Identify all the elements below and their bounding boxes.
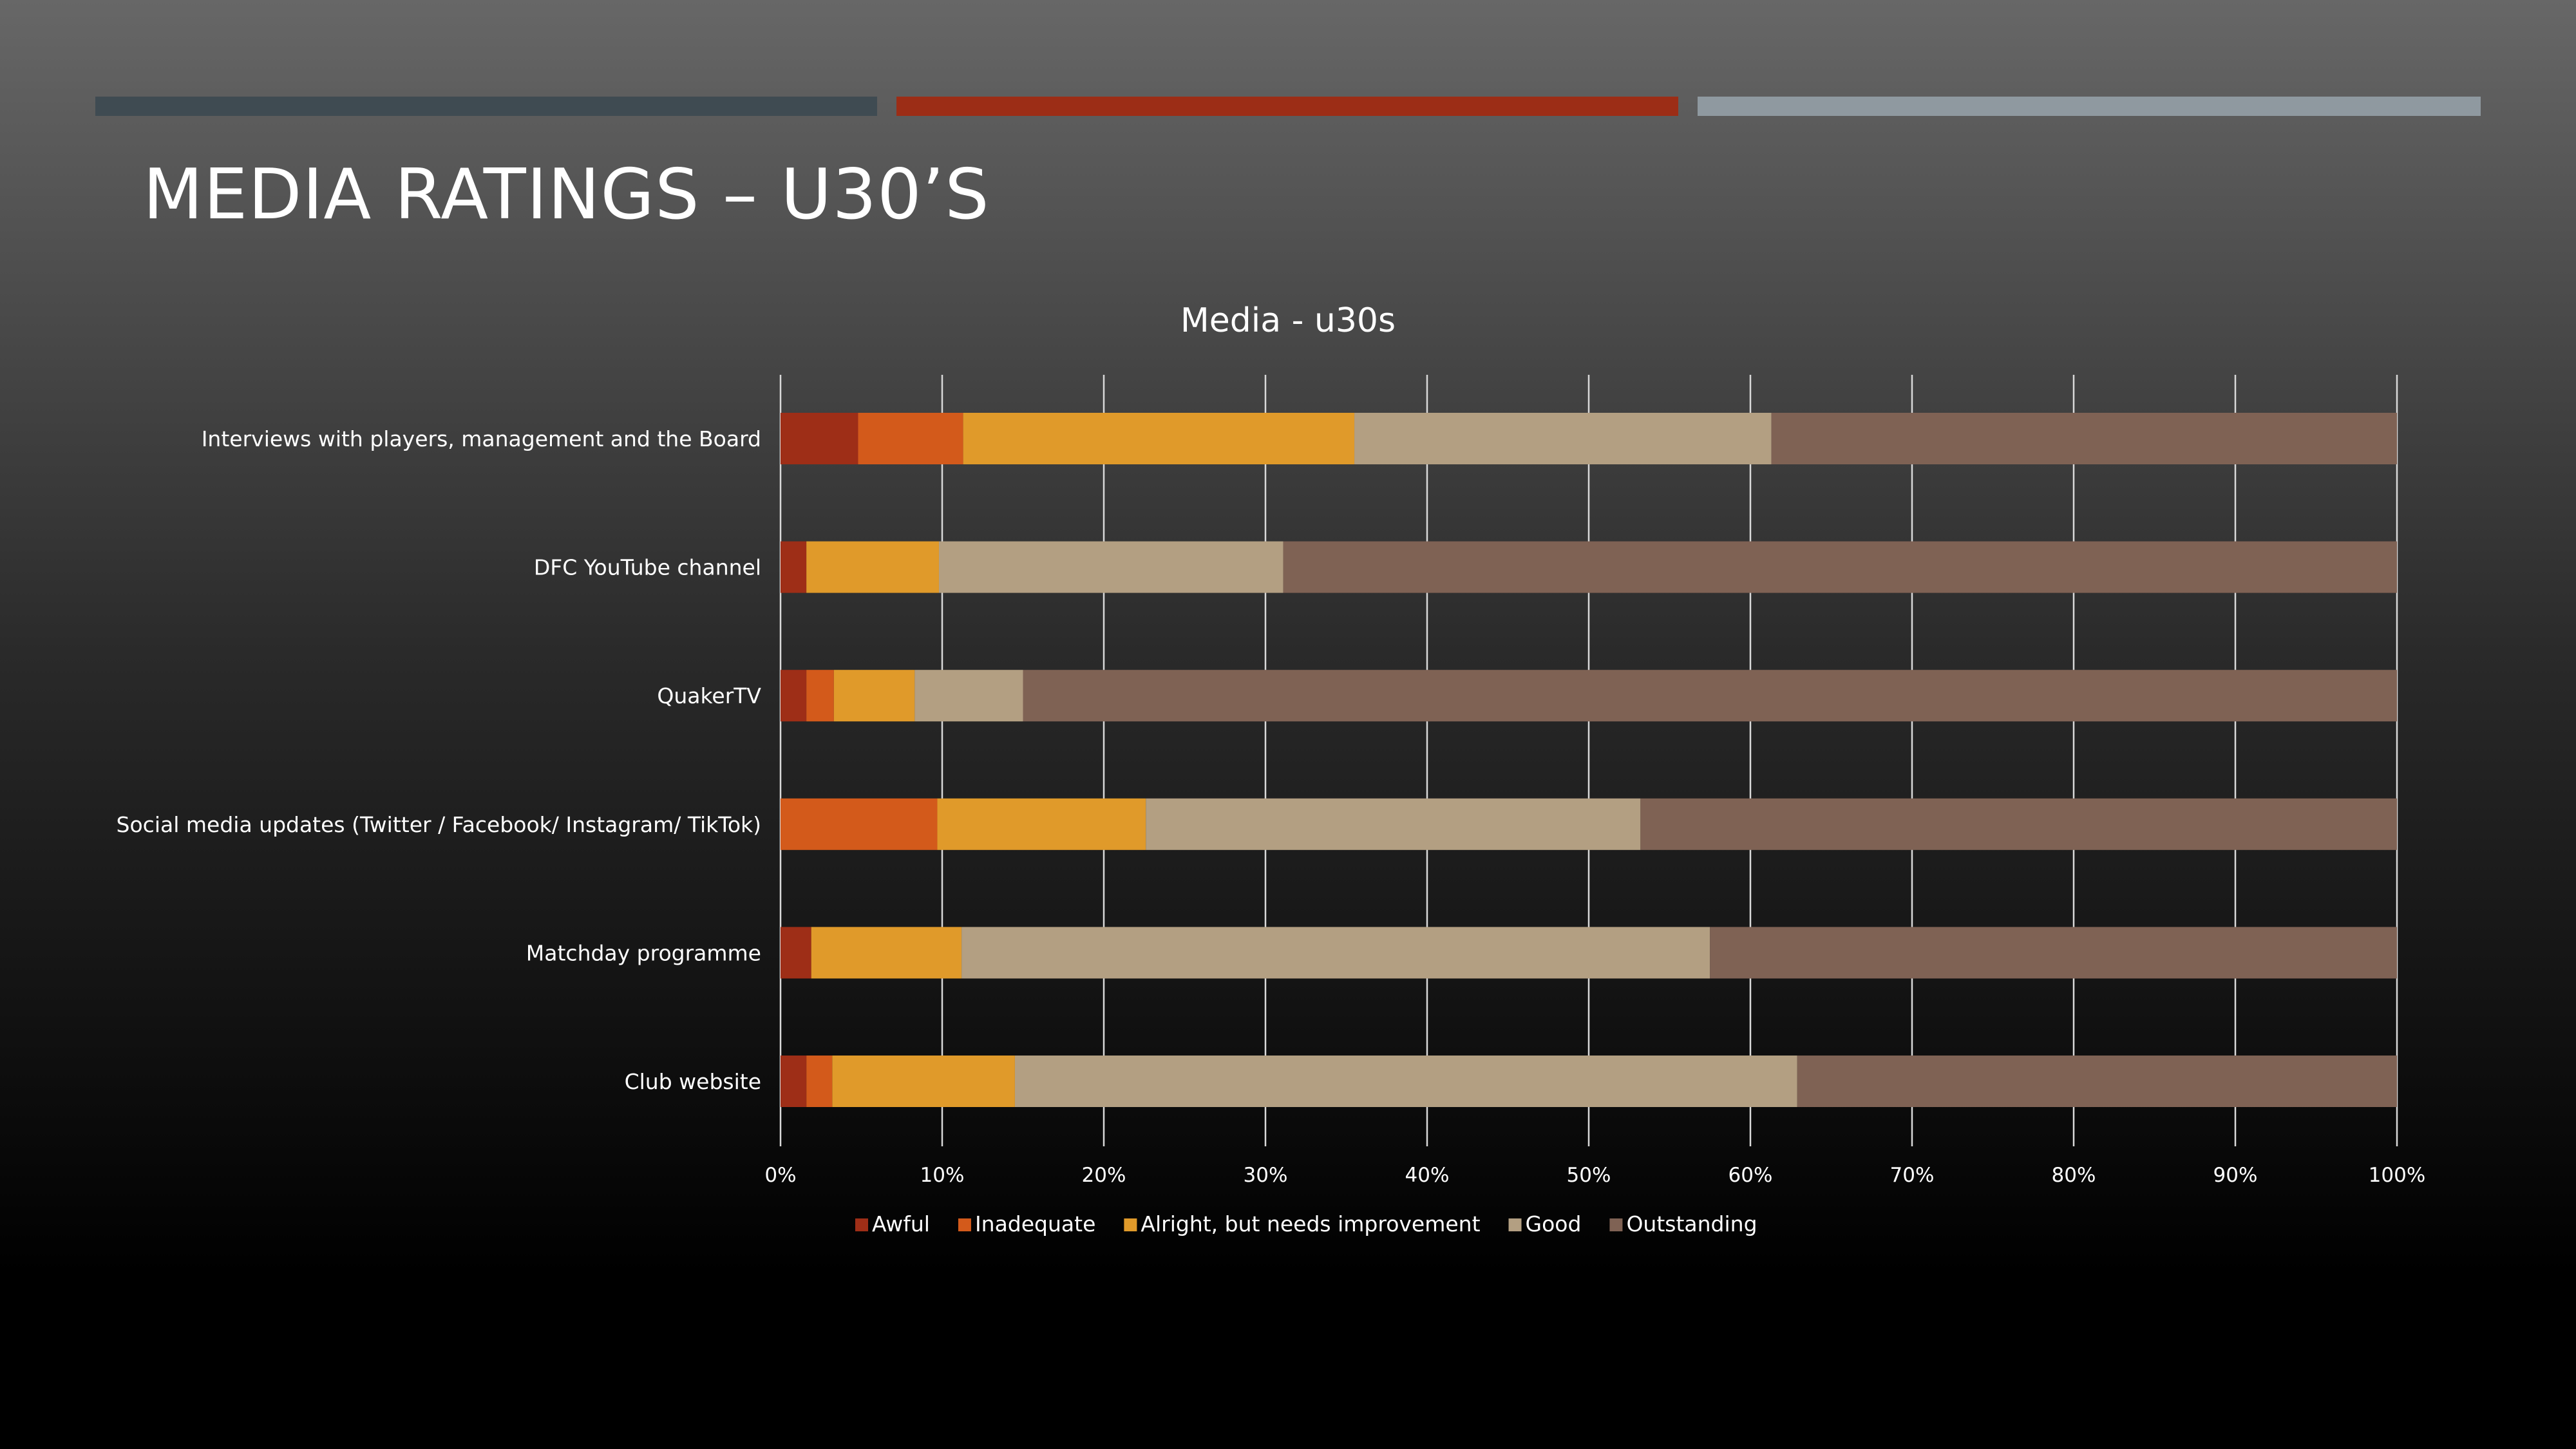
bar-segment-good	[1146, 798, 1641, 850]
bar-segment-awful	[781, 670, 807, 722]
legend-label: Alright, but needs improvement	[1141, 1211, 1480, 1236]
bar-segment-good	[1354, 413, 1772, 464]
legend-swatch	[855, 1218, 868, 1231]
bar-segment-alright-but-needs-improvement	[832, 1056, 1015, 1107]
x-axis-ticks: 0% 10% 20% 30% 40% 50% 60% 70% 80% 90% 100%	[764, 1164, 2425, 1187]
category-labels: Interviews with players, management and …	[117, 426, 762, 1094]
x-tick-label: 50%	[1567, 1164, 1611, 1187]
bar-segment-good	[1014, 1056, 1797, 1107]
bar-segment-good	[914, 670, 1023, 722]
bar-segment-awful	[781, 541, 807, 593]
bar-segment-awful	[781, 1056, 807, 1107]
category-label: Social media updates (Twitter / Facebook…	[117, 812, 761, 837]
category-label: Club website	[625, 1069, 761, 1094]
slide-title: MEDIA RATINGS – U30’S	[143, 155, 990, 235]
legend: Awful Inadequate Alright, but needs improv…	[855, 1211, 1757, 1236]
bar-segment-outstanding	[1771, 413, 2397, 464]
x-tick-label: 80%	[2052, 1164, 2096, 1187]
bar-segment-inadequate	[858, 413, 963, 464]
legend-label: Outstanding	[1626, 1211, 1757, 1236]
x-tick-label: 60%	[1728, 1164, 1773, 1187]
bar-segment-inadequate	[781, 798, 938, 850]
x-tick-label: 70%	[1890, 1164, 1935, 1187]
bar-segment-outstanding	[1023, 670, 2397, 722]
x-tick-label: 100%	[2369, 1164, 2426, 1187]
x-tick-label: 30%	[1244, 1164, 1288, 1187]
bar-segment-good	[938, 541, 1283, 593]
bar-segment-alright-but-needs-improvement	[963, 413, 1355, 464]
legend-swatch	[1609, 1218, 1623, 1231]
bar-segment-alright-but-needs-improvement	[833, 670, 915, 722]
accent-bar-middle	[896, 97, 1678, 116]
legend-swatch	[1124, 1218, 1137, 1231]
bar-segment-alright-but-needs-improvement	[811, 927, 962, 979]
accent-bar-left	[95, 97, 877, 116]
bars	[781, 413, 2397, 1107]
bar-segment-outstanding	[1640, 798, 2397, 850]
category-label: QuakerTV	[657, 683, 761, 708]
legend-label: Inadequate	[975, 1211, 1095, 1236]
x-tick-label: 40%	[1405, 1164, 1450, 1187]
bar-segment-outstanding	[1797, 1056, 2397, 1107]
category-label: DFC YouTube channel	[534, 555, 761, 580]
accent-bar-right	[1698, 97, 2481, 116]
bar-segment-inadequate	[806, 670, 834, 722]
bar-segment-awful	[781, 927, 811, 979]
bar-segment-outstanding	[1283, 541, 2397, 593]
x-tick-label: 0%	[764, 1164, 796, 1187]
legend-label: Good	[1526, 1211, 1582, 1236]
bar-segment-outstanding	[1710, 927, 2397, 979]
legend-swatch	[958, 1218, 971, 1231]
bar-segment-alright-but-needs-improvement	[937, 798, 1146, 850]
category-label: Matchday programme	[526, 940, 761, 965]
category-label: Interviews with players, management and …	[202, 426, 761, 451]
x-tick-label: 90%	[2213, 1164, 2258, 1187]
bar-segment-inadequate	[806, 1056, 833, 1107]
gridlines	[779, 375, 2398, 1146]
x-tick-label: 10%	[920, 1164, 965, 1187]
chart-title: Media - u30s	[1180, 301, 1396, 340]
x-tick-label: 20%	[1082, 1164, 1126, 1187]
bar-segment-awful	[781, 413, 858, 464]
bar-segment-good	[961, 927, 1710, 979]
legend-label: Awful	[872, 1211, 930, 1236]
bar-segment-alright-but-needs-improvement	[806, 541, 939, 593]
legend-swatch	[1508, 1218, 1522, 1231]
